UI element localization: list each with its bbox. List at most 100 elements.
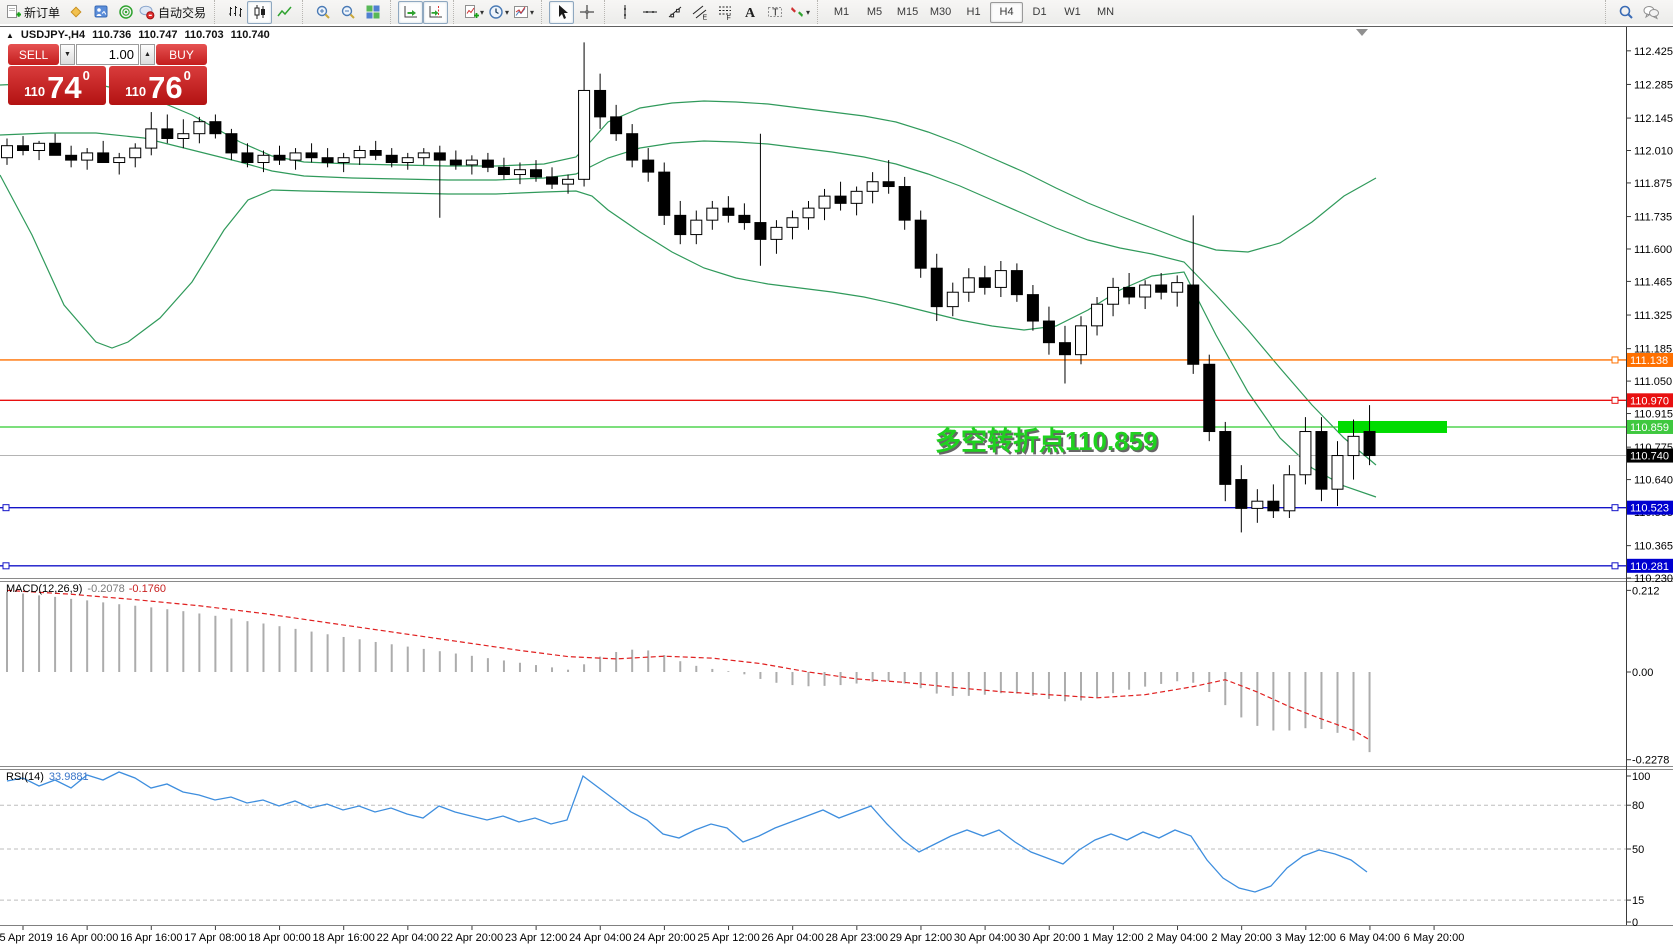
new-order-button[interactable]: 新订单 [4, 1, 63, 24]
zoom-out-icon [341, 5, 355, 19]
candle-bullish [994, 270, 1007, 288]
toolbar-group: ▾ ▾ ▾ [453, 0, 540, 24]
bar-high: 110.747 [138, 29, 178, 41]
chart-shift-icon [429, 6, 442, 18]
horizontal-line-111.138[interactable] [0, 356, 1626, 364]
annotation-shadow: 多空转折点110.859 [937, 428, 1160, 458]
price-axis[interactable]: 112.425 112.285 112.145 112.010 111.875 111.7… [1626, 46, 1673, 929]
candle-bearish [626, 133, 639, 161]
line-handle[interactable] [1611, 356, 1619, 364]
search-button[interactable] [1613, 1, 1638, 24]
time-tick-label: 30 Apr 04:00 [954, 932, 1016, 944]
tf-h4[interactable]: H4 [990, 1, 1024, 23]
tf-m5-label: M5 [866, 6, 883, 18]
volume-input[interactable] [76, 44, 139, 65]
zoom-out-button[interactable] [335, 1, 360, 24]
line-chart-button[interactable] [272, 1, 297, 24]
candle-bearish [546, 176, 559, 185]
templates-button[interactable]: ▾ [511, 1, 536, 24]
candle-bullish [690, 219, 703, 236]
level-price-label: 110.970 [1627, 393, 1673, 408]
line-handle[interactable] [2, 562, 10, 570]
chat-button[interactable] [1638, 1, 1663, 24]
horizontal-line-110.281[interactable] [0, 562, 1626, 570]
market-watch-button[interactable] [88, 1, 113, 24]
candle-bullish [465, 159, 478, 166]
tf-m30[interactable]: M30 [924, 2, 957, 23]
line-handle[interactable] [1611, 396, 1619, 404]
rsi-tick-label: 80 [1632, 800, 1644, 812]
periods-button[interactable]: ▾ [486, 1, 511, 24]
candle-bullish [802, 207, 815, 219]
arrow-objects-button[interactable]: ▾ [787, 1, 812, 24]
candles-icon [254, 5, 265, 19]
chart-shift-button[interactable] [423, 0, 449, 24]
indicators-button[interactable]: ▾ [461, 1, 486, 24]
buy-button[interactable]: BUY [156, 44, 207, 65]
price-tick-label: 111.185 [1634, 344, 1672, 356]
time-tick-label: 29 Apr 12:00 [890, 932, 952, 944]
autotrading-icon [139, 5, 155, 20]
horizontal-line-110.523[interactable] [0, 504, 1626, 512]
text-label-button[interactable]: T [762, 1, 787, 24]
tf-d1[interactable]: D1 [1023, 2, 1056, 23]
line-icon [276, 6, 292, 17]
line-handle[interactable] [1611, 562, 1619, 570]
candlestick-chart-button[interactable] [247, 0, 273, 24]
fibonacci-button[interactable]: F [712, 1, 737, 24]
macd-main-value: -0.2078 [87, 583, 125, 595]
volume-decrease-button[interactable]: ▼ [60, 44, 75, 65]
line-handle[interactable] [2, 504, 10, 512]
candle-bearish [497, 166, 510, 176]
autotrading-button[interactable]: 自动交易 [138, 1, 209, 24]
tf-w1[interactable]: W1 [1056, 2, 1089, 23]
price-tick-label: 112.145 [1634, 113, 1673, 125]
trendline-button[interactable] [662, 1, 687, 24]
zoom-in-button[interactable] [310, 1, 335, 24]
data-window-button[interactable] [113, 1, 138, 24]
candle-bearish [1058, 342, 1071, 356]
text-button[interactable]: A [737, 1, 762, 24]
sell-button[interactable]: SELL [8, 44, 59, 65]
candle-bearish [674, 214, 687, 236]
chevron-down-icon: ▾ [806, 7, 811, 17]
tf-d1-label: D1 [1032, 6, 1047, 18]
tf-m15[interactable]: M15 [891, 2, 924, 23]
tf-h1-label: H1 [966, 6, 981, 18]
bar-chart-button[interactable] [222, 1, 247, 24]
horizontal-line-110.970[interactable] [0, 396, 1626, 404]
tile-windows-button[interactable] [360, 1, 385, 24]
periods-icon [489, 5, 503, 19]
line-handle[interactable] [1611, 504, 1619, 512]
channel-button[interactable]: E [687, 1, 712, 24]
vertical-line-button[interactable] [612, 1, 637, 24]
time-tick-label: 23 Apr 12:00 [505, 932, 567, 944]
time-tick-label: 26 Apr 04:00 [761, 932, 823, 944]
tf-h4-label: H4 [999, 6, 1014, 18]
tf-m1[interactable]: M1 [825, 2, 858, 23]
turning-point-highlight-bar[interactable] [1338, 420, 1447, 433]
metaeditor-button[interactable] [63, 1, 88, 24]
tf-mn[interactable]: MN [1089, 2, 1122, 23]
cursor-button[interactable] [549, 0, 575, 24]
candle-bullish [257, 154, 270, 164]
hline-icon [642, 11, 657, 13]
macd-tick-label: 0.212 [1632, 585, 1660, 597]
candle-bullish [1091, 303, 1104, 327]
time-tick-label: 24 Apr 04:00 [569, 932, 631, 944]
time-tick-label: 30 Apr 20:00 [1018, 932, 1080, 944]
auto-scroll-button[interactable] [398, 0, 424, 24]
collapse-icon[interactable]: ▲ [6, 30, 14, 40]
sell-price-button[interactable]: 110 74 0 [8, 66, 106, 105]
crosshair-button[interactable] [574, 1, 599, 24]
tf-m5[interactable]: M5 [858, 2, 891, 23]
candle-bearish [1219, 431, 1232, 485]
tf-h1[interactable]: H1 [957, 2, 990, 23]
buy-price-button[interactable]: 110 76 0 [109, 66, 207, 105]
horizontal-line-button[interactable] [637, 1, 662, 24]
chart-shift-marker[interactable] [1356, 29, 1368, 36]
price-tick-label: 110.915 [1634, 409, 1673, 421]
volume-increase-button[interactable]: ▲ [140, 44, 155, 65]
